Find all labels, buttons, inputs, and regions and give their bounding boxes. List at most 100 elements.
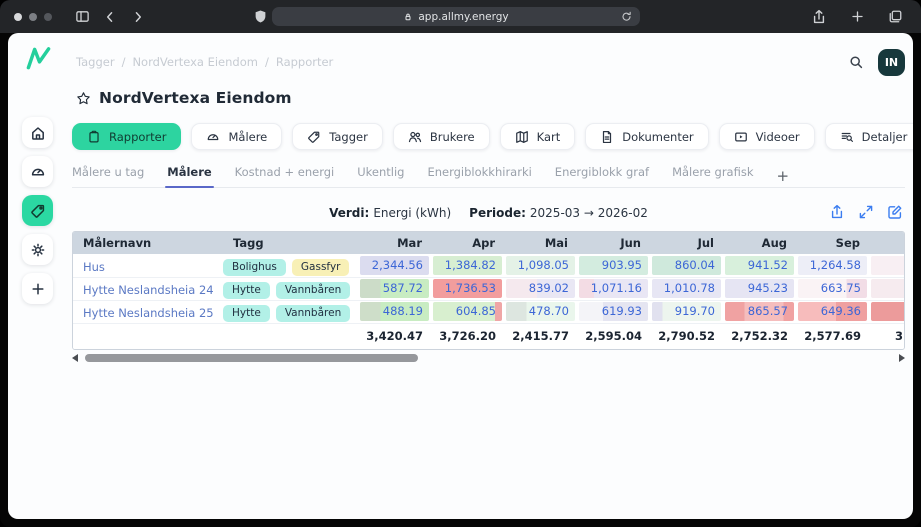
scroll-right-arrow[interactable]	[899, 354, 905, 362]
meter-name-link[interactable]: Hus	[83, 259, 105, 274]
breadcrumb-item-nordvertexa-eiendom[interactable]: NordVertexa Eiendom	[132, 55, 258, 69]
allmy-energy-logo-icon	[26, 47, 51, 70]
total-value-clipped: 3	[895, 329, 904, 344]
periode-value: 2025-03 → 2026-02	[529, 206, 648, 220]
value-cell: 1,264.58	[796, 254, 869, 277]
share-icon[interactable]	[807, 5, 831, 29]
tab-button-detaljer[interactable]: Detaljer	[824, 123, 913, 150]
expand-icon	[859, 205, 873, 219]
report-tab-malere[interactable]: Målere	[165, 165, 215, 188]
tab-button-tagger[interactable]: Tagger	[292, 123, 383, 150]
heat-value: 1,010.78	[652, 279, 721, 298]
tab-button-malere[interactable]: Målere	[191, 123, 283, 150]
scrollbar-thumb[interactable]	[85, 354, 418, 362]
total-value-cell: 2,790.52	[658, 329, 715, 344]
clipped-value-cell	[869, 300, 904, 323]
periode-label: Periode:	[469, 206, 526, 220]
gauge-icon	[208, 133, 219, 140]
heat-value: 941.52	[725, 255, 794, 275]
scrollbar-track[interactable]	[83, 354, 894, 362]
export-icon[interactable]	[829, 204, 845, 220]
clipped-value-cell	[869, 277, 904, 300]
totals-empty-cell	[73, 323, 358, 349]
sidebar-item-home[interactable]	[22, 117, 53, 148]
window-controls[interactable]	[14, 12, 52, 21]
report-table-container: Målernavn Tagg Mar Apr Mai Jun Jul Aug Sep Hus Bol…	[72, 231, 905, 350]
report-tab-ukentlig[interactable]: Ukentlig	[357, 165, 405, 179]
breadcrumb-item-rapporter[interactable]: Rapporter	[275, 55, 334, 69]
app-window: Tagger / NordVertexa Eiendom / Rapporter IN …	[8, 33, 913, 519]
sidebar-toggle-icon[interactable]	[70, 5, 94, 29]
value-cell: 1,071.16	[577, 277, 650, 300]
heat-value: 649.36	[798, 302, 867, 321]
sun-icon	[31, 243, 44, 256]
avatar[interactable]: IN	[878, 48, 905, 76]
tab-overview-icon[interactable]	[883, 5, 907, 29]
column-header-apr: Apr	[431, 232, 504, 254]
breadcrumb: Tagger / NordVertexa Eiendom / Rapporter	[72, 55, 333, 69]
minimize-window-button[interactable]	[29, 12, 37, 21]
sidebar-item-gauge[interactable]	[22, 156, 53, 187]
heat-value: 839.02	[506, 279, 575, 298]
heat-value: 860.04	[652, 255, 721, 275]
table-row: Hytte Neslandsheia 25 Hytte Vannbåren 488.1…	[73, 300, 904, 323]
tags-cell: Hytte Vannbåren	[223, 300, 358, 323]
search-icon[interactable]	[848, 54, 864, 70]
tab-button-dokumenter[interactable]: Dokumenter	[585, 123, 709, 150]
edit-icon	[888, 205, 902, 219]
users-icon	[408, 131, 421, 142]
horizontal-scrollbar[interactable]	[72, 352, 905, 364]
report-tab-malere-grafisk[interactable]: Målere grafisk	[672, 165, 754, 179]
sidebar-item-sun[interactable]	[22, 234, 53, 265]
app-header: Tagger / NordVertexa Eiendom / Rapporter IN	[72, 48, 905, 76]
add-report-tab-button[interactable]: +	[776, 167, 790, 185]
heat-value: 1,264.58	[798, 255, 867, 275]
main-content: Tagger / NordVertexa Eiendom / Rapporter IN …	[72, 33, 913, 519]
scroll-left-arrow[interactable]	[72, 354, 78, 362]
heat-value: 1,736.53	[433, 279, 502, 298]
report-tab-kostnad-energi[interactable]: Kostnad + energi	[234, 165, 335, 179]
tab-button-videoer[interactable]: Videoer	[718, 123, 815, 150]
meter-name-link[interactable]: Hytte Neslandsheia 25	[83, 306, 214, 320]
report-actions	[829, 204, 903, 220]
table-row: Hytte Neslandsheia 24 Hytte Vannbåren 587.7…	[73, 277, 904, 300]
tab-button-rapporter[interactable]: Rapporter	[72, 123, 182, 150]
zoom-window-button[interactable]	[44, 12, 52, 21]
forward-icon[interactable]	[126, 5, 150, 29]
sidebar-item-plus[interactable]	[22, 273, 53, 304]
app-logo-icon[interactable]	[25, 46, 72, 71]
address-bar[interactable]: app.allmy.energy	[272, 7, 640, 26]
breadcrumb-item-tagger[interactable]: Tagger	[76, 55, 115, 69]
value-cell: 587.72	[358, 277, 431, 300]
tab-button-label: Brukere	[429, 129, 475, 144]
tag-chip-hytte: Hytte	[223, 281, 270, 299]
breadcrumb-separator: /	[264, 55, 269, 69]
report-tab-malere-u-tag[interactable]: Målere u tag	[72, 165, 145, 179]
favorite-star-icon[interactable]	[76, 91, 91, 106]
report-tabs: Målere u tag Målere Kostnad + energi Ukentl…	[72, 165, 905, 188]
verdi-label: Verdi:	[329, 206, 370, 220]
new-tab-icon[interactable]	[845, 5, 869, 29]
totals-row: 3,420.47 3,726.20 2,415.77 2,595.04 2,790.52…	[73, 323, 904, 349]
edit-icon[interactable]	[887, 204, 903, 220]
heat-value: 2,344.56	[360, 255, 429, 275]
close-window-button[interactable]	[14, 12, 22, 21]
heat-value: 919.70	[652, 302, 721, 321]
back-icon[interactable]	[98, 5, 122, 29]
report-tab-energiblokkhirarki[interactable]: Energiblokkhirarki	[427, 165, 532, 179]
tab-button-label: Dokumenter	[622, 129, 694, 144]
reload-icon[interactable]	[620, 10, 633, 23]
tab-button-brukere[interactable]: Brukere	[392, 123, 490, 150]
heat-value: 604.85	[433, 302, 502, 321]
heat-value: 663.75	[798, 279, 867, 298]
meter-name-link[interactable]: Hytte Neslandsheia 24	[83, 283, 214, 297]
shield-icon[interactable]	[248, 5, 272, 29]
tags-cell: Bolighus Gassfyr	[223, 254, 358, 277]
tab-button-kart[interactable]: Kart	[499, 123, 576, 150]
plus-icon	[31, 282, 44, 295]
sidebar-item-tag[interactable]	[22, 195, 53, 226]
clipboard-icon	[89, 130, 99, 143]
expand-icon[interactable]	[858, 204, 874, 220]
report-tab-energiblokk-graf[interactable]: Energiblokk graf	[554, 165, 650, 179]
clipped-value-cell	[869, 254, 904, 277]
